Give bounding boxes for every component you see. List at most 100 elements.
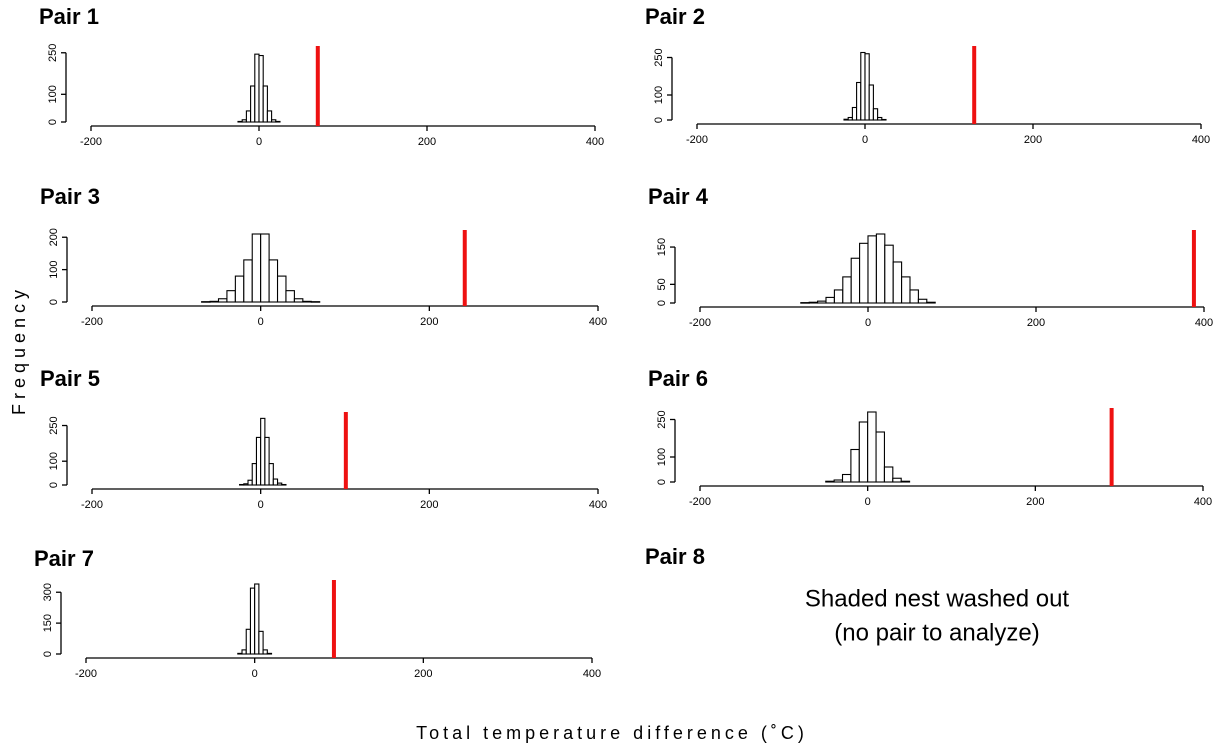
panel-title: Pair 1 [39, 4, 99, 29]
y-tick-label: 100 [48, 260, 60, 278]
bar [234, 275, 245, 303]
bar [917, 298, 928, 304]
x-tick-label: 400 [1194, 496, 1212, 508]
panel-title: Pair 8 [645, 544, 705, 569]
x-tick-label: -200 [80, 136, 102, 148]
x-tick-label: -200 [689, 317, 711, 329]
bar [241, 649, 247, 655]
x-tick-label: 200 [420, 316, 438, 328]
bar [272, 478, 279, 486]
x-tick-label: 200 [1026, 496, 1044, 508]
bar [241, 119, 247, 123]
bar [817, 300, 827, 304]
panel-title: Pair 3 [40, 184, 100, 209]
bar [275, 120, 281, 123]
bar [276, 275, 287, 303]
y-tick-label: 250 [656, 410, 668, 428]
x-axis-label: Total temperature difference (˚C) [416, 723, 808, 743]
bar [268, 463, 274, 486]
bar [875, 431, 885, 483]
x-tick-label: 0 [258, 316, 264, 328]
bar [825, 296, 835, 304]
bar [881, 118, 887, 121]
bar [262, 649, 268, 655]
bar [264, 436, 270, 486]
bar [833, 289, 844, 304]
panel-title: Pair 6 [648, 366, 708, 391]
bar [262, 85, 268, 123]
bar [237, 652, 243, 655]
note: (no pair to analyze) [834, 619, 1039, 646]
bar [841, 473, 852, 483]
bar [254, 53, 260, 123]
bar [250, 85, 256, 123]
x-tick-label: 200 [1027, 317, 1045, 329]
x-tick-label: 0 [252, 668, 258, 680]
bar [249, 587, 256, 655]
panel-title: Pair 5 [40, 366, 100, 391]
bar [859, 242, 869, 304]
y-tick-label: 100 [656, 448, 668, 466]
bar [909, 289, 919, 304]
x-tick-label: -200 [689, 496, 711, 508]
y-tick-label: 50 [656, 278, 668, 290]
bar [237, 120, 243, 123]
bar [243, 483, 249, 486]
x-tick-label: 400 [589, 499, 607, 511]
bar [251, 463, 258, 486]
x-tick-label: 200 [414, 668, 432, 680]
bar [239, 483, 245, 486]
bar [850, 448, 860, 483]
bar [266, 652, 273, 655]
y-tick-label: 0 [48, 299, 60, 305]
bar [864, 53, 870, 121]
x-tick-label: -200 [686, 134, 708, 146]
bar [254, 583, 260, 655]
bar [808, 301, 819, 304]
bar [247, 479, 253, 486]
bar [209, 300, 220, 303]
panel-title: Pair 7 [34, 546, 94, 571]
y-tick-label: 100 [47, 85, 59, 103]
bar [310, 301, 321, 303]
bar [833, 479, 844, 483]
bar [268, 259, 279, 303]
x-tick-label: 0 [256, 136, 262, 148]
y-tick-label: 250 [48, 416, 60, 434]
bar [276, 482, 283, 486]
x-tick-label: -200 [75, 668, 97, 680]
bar [901, 276, 911, 304]
bar [260, 417, 266, 486]
y-tick-label: 250 [653, 48, 665, 66]
y-tick-label: 0 [656, 300, 668, 306]
bar [302, 300, 312, 303]
y-tick-label: 100 [653, 86, 665, 104]
x-tick-label: 400 [589, 316, 607, 328]
bar [847, 116, 853, 121]
panel-title: Pair 2 [645, 4, 705, 29]
bar [858, 421, 869, 483]
x-tick-label: 200 [1024, 134, 1042, 146]
note: Shaded nest washed out [805, 585, 1070, 612]
bar [260, 233, 270, 303]
x-tick-label: -200 [81, 499, 103, 511]
y-tick-label: 200 [48, 228, 60, 246]
bar [293, 298, 304, 303]
x-tick-label: 400 [1192, 134, 1210, 146]
bar [266, 110, 273, 123]
bar [877, 116, 883, 121]
y-tick-label: 0 [48, 482, 60, 488]
y-axis-label: Frequency [9, 285, 29, 415]
bar [281, 483, 287, 486]
y-tick-label: 100 [48, 452, 60, 470]
y-tick-label: 300 [42, 583, 54, 601]
x-tick-label: 400 [586, 136, 604, 148]
bar [892, 477, 902, 483]
y-tick-label: 0 [653, 117, 665, 123]
bar [868, 84, 874, 121]
bar [884, 244, 894, 304]
bar [856, 81, 862, 121]
x-tick-label: 0 [862, 134, 868, 146]
bar [255, 436, 262, 486]
bar [850, 257, 861, 304]
